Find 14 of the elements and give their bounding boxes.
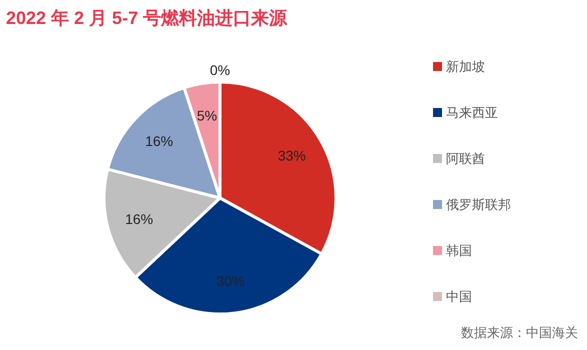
data-label: 33% [278, 147, 306, 164]
text: 0% [210, 62, 230, 78]
legend-label: 中国 [446, 289, 472, 304]
data-label: 16% [145, 132, 174, 149]
data-label: 5% [196, 108, 218, 124]
legend-label: 韩国 [446, 243, 472, 258]
chart-title: 2022 年 2 月 5-7 号燃料油进口来源 [6, 8, 288, 28]
data-label: 16% [125, 210, 154, 227]
legend-label: 阿联酋 [446, 151, 485, 166]
legend-label: 马来西亚 [446, 105, 498, 120]
source-note: 数据来源：中国海关 [461, 325, 578, 340]
data-label: 30% [216, 272, 244, 289]
legend-label: 俄罗斯联邦 [446, 197, 511, 212]
legend-label: 新加坡 [446, 59, 485, 74]
